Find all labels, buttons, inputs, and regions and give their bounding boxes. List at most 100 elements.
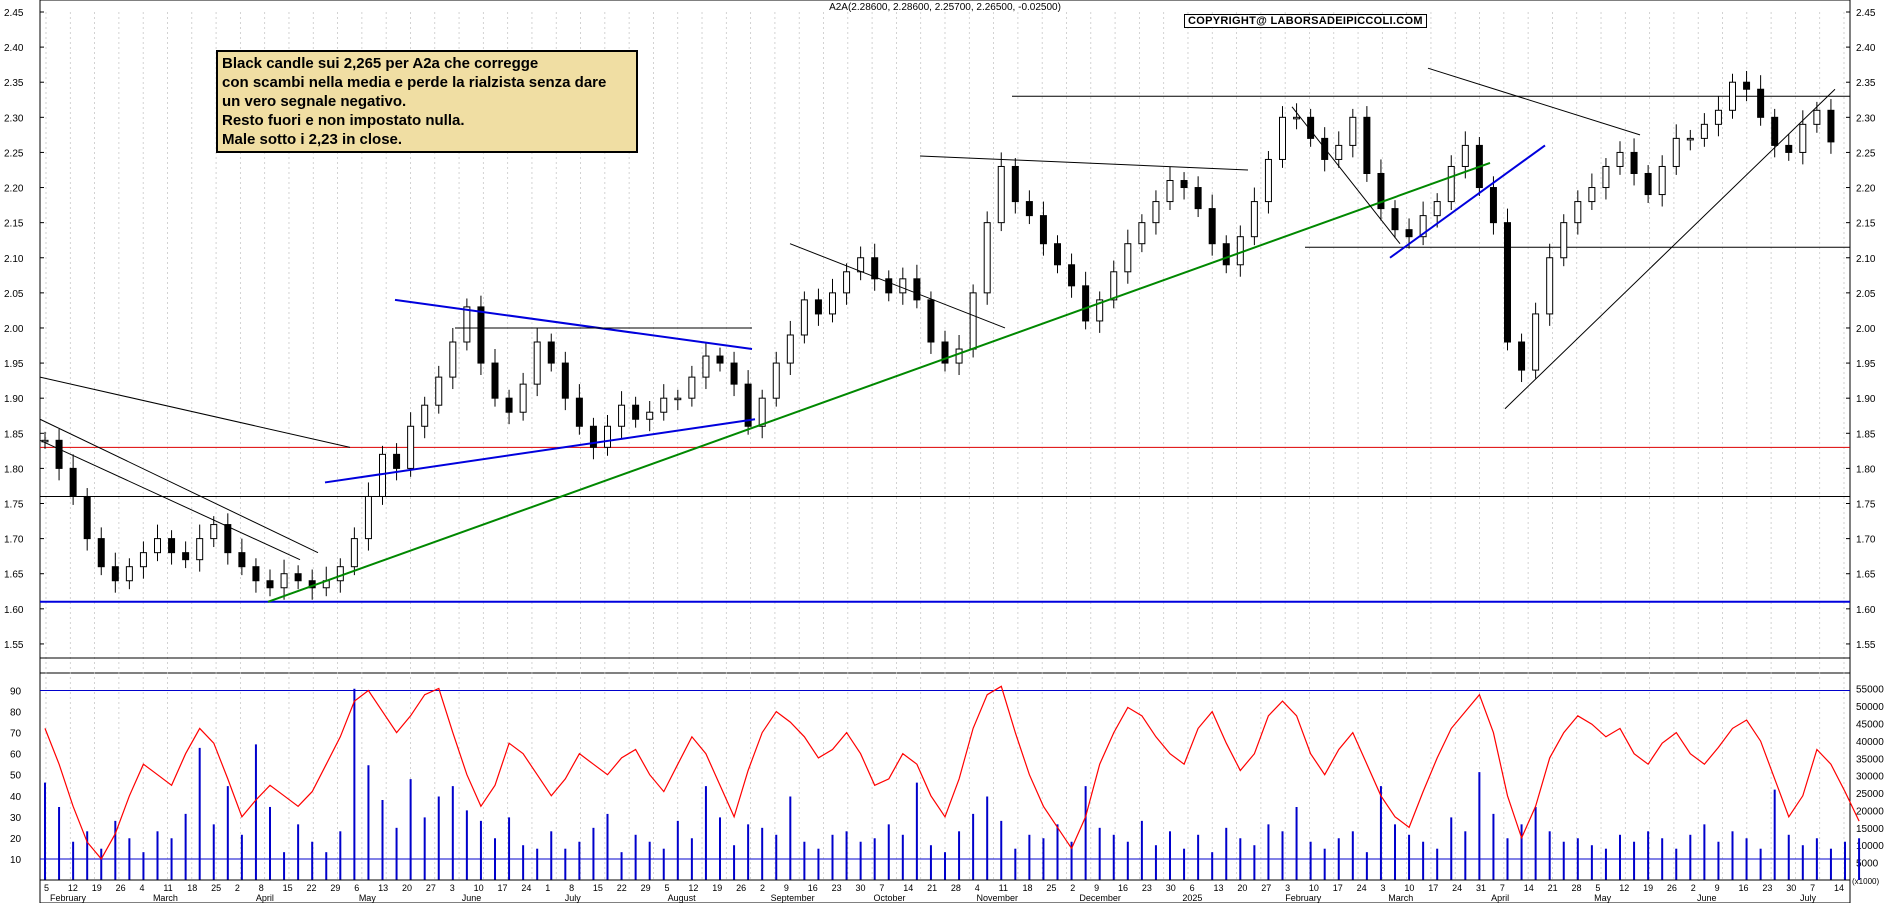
x-month-label: August (668, 893, 697, 903)
chart-title: A2A(2.28600, 2.28600, 2.25700, 2.26500, … (829, 2, 1061, 13)
x-day-label: 24 (1452, 883, 1462, 893)
candle-body (857, 257, 865, 273)
candle-body (1700, 123, 1708, 139)
candle-body (463, 306, 471, 343)
x-day-label: 3 (450, 883, 455, 893)
candle-body (843, 271, 851, 294)
x-day-label: 28 (1571, 883, 1581, 893)
x-day-label: 14 (1834, 883, 1844, 893)
candle-body (1433, 201, 1441, 217)
candle-body (139, 552, 147, 568)
candle-body (688, 376, 696, 399)
y-tick-label-left: 2.45 (4, 8, 24, 19)
candle-body (1560, 222, 1568, 259)
x-day-label: 21 (1548, 883, 1558, 893)
candle-body (210, 524, 218, 540)
blue-resistance-line (394, 298, 753, 351)
candle-body (491, 362, 499, 399)
y-tick-label-right: 2.40 (1856, 43, 1876, 54)
black-downtrend-line (1291, 106, 1401, 245)
x-day-label: 5 (1595, 883, 1600, 893)
x-day-label: 10 (474, 883, 484, 893)
x-day-label: 31 (1476, 883, 1486, 893)
x-month-label: December (1079, 893, 1121, 903)
candle-body (1686, 137, 1694, 141)
y-tick-label-left: 1.65 (4, 570, 24, 581)
annotation-box: Black candle sui 2,265 per A2a che corre… (216, 50, 638, 153)
candle-body (1293, 116, 1301, 120)
candle-body (1166, 180, 1174, 203)
candle-body (350, 538, 358, 568)
y-tick-label-right: 1.90 (1856, 394, 1876, 405)
x-day-label: 6 (1190, 883, 1195, 893)
green-uptrend-line (267, 162, 1491, 603)
candle-body (913, 278, 921, 301)
candle-body (1518, 341, 1526, 371)
candle-body (674, 397, 682, 401)
candle-body (927, 299, 935, 343)
y-tick-label-left: 2.35 (4, 78, 24, 89)
volume-tick-label: 20000 (1856, 806, 1884, 817)
candle-body (1827, 109, 1835, 143)
x-day-label: 2 (1070, 883, 1075, 893)
candle-body (1532, 313, 1540, 371)
candle-body (1630, 151, 1638, 174)
candle-body (1236, 236, 1244, 266)
black-downtrend-line (39, 439, 301, 561)
x-day-label: 30 (855, 883, 865, 893)
osc-tick-label: 40 (10, 792, 22, 803)
candle-body (393, 453, 401, 469)
x-day-label: 10 (1309, 883, 1319, 893)
volume-tick-label: 5000 (1856, 859, 1879, 870)
x-day-label: 9 (1094, 883, 1099, 893)
x-day-label: 12 (688, 883, 698, 893)
x-day-label: 19 (712, 883, 722, 893)
x-day-label: 26 (116, 883, 126, 893)
x-day-label: 28 (951, 883, 961, 893)
x-day-label: 15 (283, 883, 293, 893)
candle-body (1377, 172, 1385, 210)
x-day-label: 29 (330, 883, 340, 893)
candle-body (604, 425, 611, 448)
candle-body (632, 404, 640, 420)
candle-body (294, 573, 302, 582)
y-tick-label-right: 2.45 (1856, 8, 1876, 19)
x-month-label: July (1800, 893, 1817, 903)
candle-body (1616, 151, 1624, 167)
copyright-label: COPYRIGHT@ LABORSADEIPICCOLI.COM (1184, 14, 1427, 28)
candle-body (1391, 208, 1399, 231)
candle-body (266, 580, 274, 589)
y-tick-label-left: 1.80 (4, 464, 24, 475)
x-month-label: March (1388, 893, 1413, 903)
osc-tick-label: 20 (10, 834, 22, 845)
osc-tick-label: 80 (10, 708, 22, 719)
y-tick-label-left: 1.85 (4, 429, 24, 440)
candle-body (1447, 165, 1455, 203)
candle-body (702, 355, 710, 378)
x-day-label: 19 (1643, 883, 1653, 893)
candle-body (111, 566, 119, 582)
x-day-label: 17 (1428, 883, 1438, 893)
candle-body (1602, 165, 1610, 189)
candle-body (744, 383, 752, 427)
y-tick-label-right: 2.15 (1856, 219, 1876, 230)
x-day-label: 22 (307, 883, 317, 893)
candle-body (885, 278, 893, 294)
y-tick-label-right: 1.65 (1856, 570, 1876, 581)
volume-tick-label: 55000 (1856, 685, 1884, 696)
candle-body (561, 362, 569, 399)
y-tick-label-left: 2.30 (4, 113, 24, 124)
y-tick-label-left: 2.25 (4, 148, 24, 159)
candle-body (589, 425, 597, 448)
candle-body (1658, 165, 1666, 196)
candle-body (1785, 144, 1793, 153)
candle-body (1813, 109, 1821, 125)
x-day-label: 2 (1691, 883, 1696, 893)
y-tick-label-left: 1.95 (4, 359, 24, 370)
y-tick-label-left: 1.75 (4, 500, 24, 511)
candle-body (336, 566, 344, 582)
y-tick-label-left: 2.40 (4, 43, 24, 54)
candle-body (758, 397, 766, 427)
x-day-label: 21 (927, 883, 937, 893)
x-month-label: April (256, 893, 274, 903)
